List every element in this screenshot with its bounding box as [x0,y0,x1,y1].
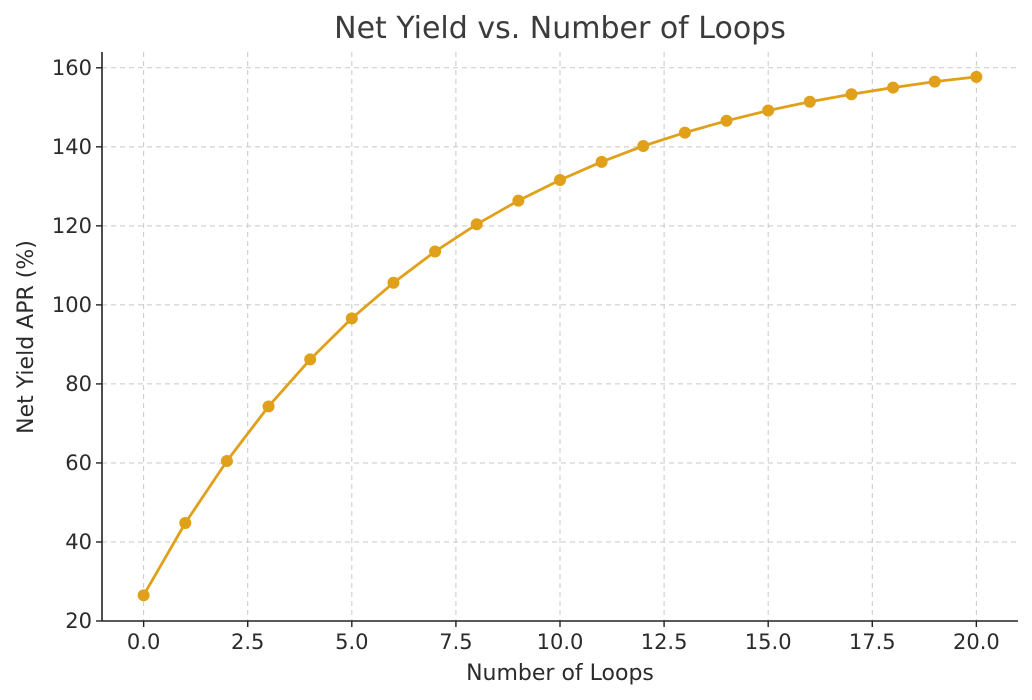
y-tick-label: 120 [52,214,92,238]
data-point [512,194,525,207]
data-point [887,81,900,94]
y-tick-label: 60 [65,451,92,475]
x-tick-label: 0.0 [127,630,160,654]
y-tick-label: 160 [52,56,92,80]
data-point [137,589,150,602]
data-point [595,155,608,168]
data-point [179,517,192,530]
data-point [720,114,733,127]
data-point [345,312,358,325]
chart-title: Net Yield vs. Number of Loops [334,11,786,46]
data-point [220,454,233,467]
y-tick-label: 80 [65,372,92,396]
data-point [429,245,442,258]
x-tick-label: 20.0 [953,630,1000,654]
x-tick-label: 17.5 [849,630,896,654]
x-tick-label: 15.0 [745,630,792,654]
x-tick-label: 10.0 [537,630,584,654]
data-point [470,218,483,231]
data-point [928,75,941,88]
x-axis-ticks: 0.0 2.5 5.0 7.5 10.0 12.5 15.0 17.5 20.0 [127,621,1000,654]
grid-lines [102,52,1018,622]
data-point [678,126,691,139]
data-point [554,174,566,187]
data-point [762,104,775,117]
data-point [845,88,858,101]
data-point [803,95,816,108]
y-tick-label: 40 [65,530,92,554]
y-tick-label: 20 [65,609,92,633]
x-tick-label: 12.5 [641,630,688,654]
x-tick-label: 2.5 [231,630,264,654]
x-tick-label: 5.0 [335,630,368,654]
y-axis-ticks: 20 40 60 80 100 120 140 160 [52,56,102,633]
x-axis-label: Number of Loops [466,661,654,686]
data-point [304,353,317,366]
y-axis-label: Net Yield APR (%) [14,240,39,434]
y-tick-label: 140 [52,135,92,159]
data-point [262,400,275,413]
data-point [970,70,983,83]
data-point [387,276,400,289]
data-points [137,70,983,602]
x-tick-label: 7.5 [439,630,472,654]
data-point [637,140,650,153]
y-tick-label: 100 [52,293,92,317]
